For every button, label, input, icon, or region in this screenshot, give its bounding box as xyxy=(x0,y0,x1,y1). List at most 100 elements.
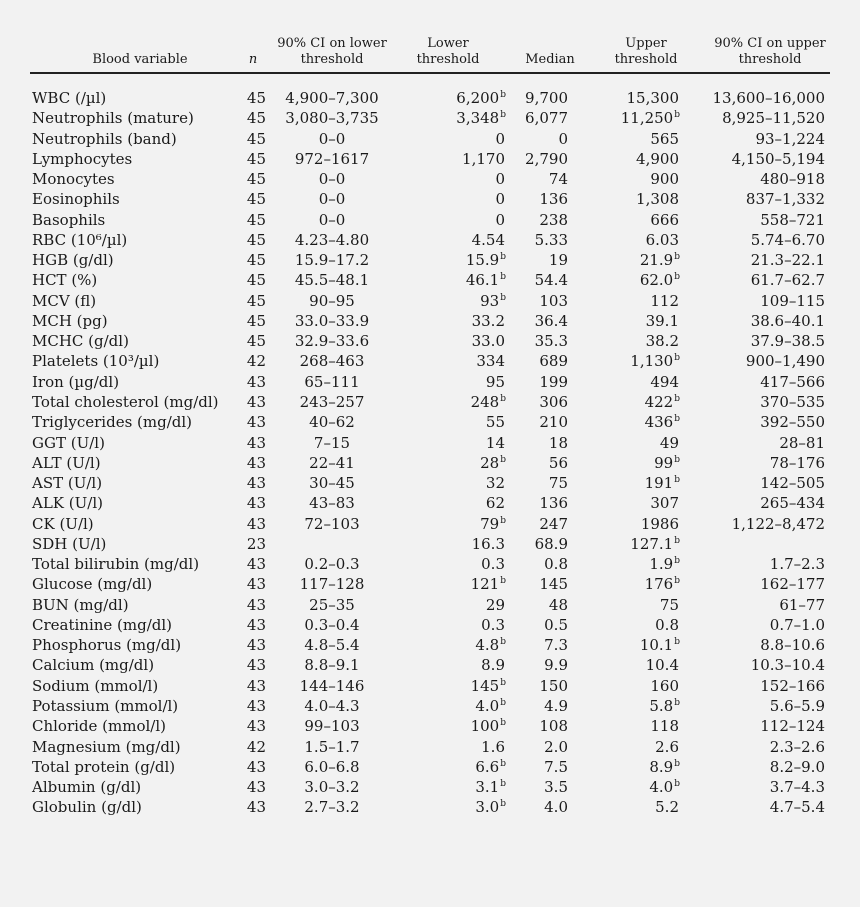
cell-upper-ci-value: 1.7–2.3 xyxy=(769,555,825,574)
cell-lower-threshold: 46.1b xyxy=(396,270,508,290)
cell-upper-threshold-value: 160 xyxy=(650,676,679,695)
cell-lower-ci: 43–83 xyxy=(270,493,394,513)
cell-upper-threshold: 176b xyxy=(580,574,680,594)
cell-lower-ci: 117–128 xyxy=(270,574,394,594)
table-row: Iron (µg/dl) 43 65–111 95 199 494 417–566 xyxy=(0,372,860,392)
cell-median-value: 2.0 xyxy=(544,737,568,756)
cell-lower-threshold-value: 6.6 xyxy=(475,757,500,776)
cell-lower-ci-value: 43–83 xyxy=(309,494,355,513)
cell-lower-ci-value: 4.23–4.80 xyxy=(294,230,370,249)
cell-median-value: 75 xyxy=(548,474,568,493)
cell-lower-threshold: 79b xyxy=(396,514,508,534)
cell-n-value: 45 xyxy=(246,89,266,107)
cell-variable-value: WBC (/µl) xyxy=(32,89,107,107)
cell-lower-ci-value: 99–103 xyxy=(304,717,360,736)
cell-upper-threshold: 2.6 xyxy=(580,737,680,757)
cell-upper-ci-value: 162–177 xyxy=(760,575,825,594)
cell-variable: Monocytes xyxy=(32,169,115,189)
table-row: Total bilirubin (mg/dl) 43 0.2–0.3 0.3 0.8 1.… xyxy=(0,554,860,574)
cell-variable-value: Chloride (mmol/l) xyxy=(32,717,167,736)
footnote-marker: b xyxy=(674,353,680,364)
cell-variable-value: Total cholesterol (mg/dl) xyxy=(32,392,219,411)
cell-median-value: 6,077 xyxy=(525,109,568,128)
cell-lower-ci-value: 0.2–0.3 xyxy=(304,555,360,574)
cell-n-value: 45 xyxy=(246,251,266,270)
cell-lower-ci: 33.0–33.9 xyxy=(270,311,394,331)
cell-n: 43 xyxy=(240,554,266,574)
header-lower-ci: 90% CI on lower threshold xyxy=(277,36,387,67)
cell-n: 45 xyxy=(240,291,266,311)
cell-variable-value: HCT (%) xyxy=(32,271,98,290)
cell-lower-ci-value: 0–0 xyxy=(318,129,346,148)
table-header: Blood variable n 90% CI on lower thresho… xyxy=(0,0,860,76)
cell-n: 45 xyxy=(240,129,266,149)
footnote-marker: b xyxy=(674,272,680,283)
footnote-marker: b xyxy=(674,110,680,121)
cell-upper-threshold: 15,300 xyxy=(580,88,680,108)
cell-variable: MCH (pg) xyxy=(32,311,108,331)
cell-variable: Globulin (g/dl) xyxy=(32,797,142,817)
cell-variable-value: Platelets (10³/µl) xyxy=(32,352,160,371)
cell-lower-ci: 40–62 xyxy=(270,412,394,432)
cell-variable: HCT (%) xyxy=(32,270,97,290)
cell-median-value: 0 xyxy=(558,129,568,148)
table-row: Monocytes 45 0–0 0 74 900 480–918 xyxy=(0,169,860,189)
cell-lower-ci-value: 45.5–48.1 xyxy=(294,271,370,290)
cell-n-value: 43 xyxy=(246,494,266,513)
cell-upper-threshold: 75 xyxy=(580,595,680,615)
cell-upper-ci: 480–918 xyxy=(700,169,825,189)
cell-n-value: 45 xyxy=(246,190,266,209)
cell-median: 2.0 xyxy=(508,737,568,757)
cell-lower-threshold-value: 0.3 xyxy=(481,555,505,574)
cell-n-value: 43 xyxy=(246,798,266,817)
cell-upper-ci: 10.3–10.4 xyxy=(700,655,825,675)
footnote-marker: b xyxy=(500,576,506,587)
cell-lower-threshold: 1,170 xyxy=(396,149,508,169)
cell-upper-ci: 112–124 xyxy=(700,716,825,736)
cell-lower-threshold-value: 1,170 xyxy=(462,149,505,168)
header-rule xyxy=(30,72,830,74)
table-row: Platelets (10³/µl) 42 268–463 334 689 1,130b 9… xyxy=(0,351,860,371)
cell-lower-ci-value: 3,080–3,735 xyxy=(285,109,379,128)
cell-n: 43 xyxy=(240,595,266,615)
cell-upper-threshold-value: 436 xyxy=(644,413,674,432)
cell-upper-ci: 1.7–2.3 xyxy=(700,554,825,574)
cell-upper-threshold: 39.1 xyxy=(580,311,680,331)
cell-variable: GGT (U/l) xyxy=(32,433,105,453)
cell-median: 150 xyxy=(508,676,568,696)
cell-lower-threshold: 33.2 xyxy=(396,311,508,331)
cell-median: 3.5 xyxy=(508,777,568,797)
cell-median: 9,700 xyxy=(508,88,568,108)
cell-lower-threshold-value: 3.0 xyxy=(475,798,500,817)
cell-lower-ci: 4.23–4.80 xyxy=(270,230,394,250)
cell-lower-threshold: 6.6b xyxy=(396,757,508,777)
cell-upper-ci-value: 558–721 xyxy=(760,210,825,229)
cell-n-value: 43 xyxy=(246,555,266,574)
table-row: RBC (10⁶/µl) 45 4.23–4.80 4.54 5.33 6.03 5.74–… xyxy=(0,230,860,250)
cell-lower-threshold-value: 100 xyxy=(470,717,500,736)
cell-upper-ci-value: 112–124 xyxy=(760,717,825,736)
table-row: Total protein (g/dl) 43 6.0–6.8 6.6b 7.5 8.9b… xyxy=(0,757,860,777)
cell-upper-ci-value: 392–550 xyxy=(760,413,825,432)
table-row: Neutrophils (band) 45 0–0 0 0 565 93–1,224 xyxy=(0,129,860,149)
table-row: Potassium (mmol/l) 43 4.0–4.3 4.0b 4.9 5.8b 5.… xyxy=(0,696,860,716)
cell-median: 136 xyxy=(508,493,568,513)
cell-lower-ci-value: 72–103 xyxy=(304,514,360,533)
cell-upper-threshold-value: 307 xyxy=(650,494,679,513)
cell-upper-threshold: 900 xyxy=(580,169,680,189)
cell-median: 4.0 xyxy=(508,797,568,817)
cell-lower-threshold-value: 46.1 xyxy=(465,271,500,290)
cell-n: 42 xyxy=(240,737,266,757)
table-row: ALT (U/l) 43 22–41 28b 56 99b 78–176 xyxy=(0,453,860,473)
cell-variable-value: HGB (g/dl) xyxy=(32,251,114,270)
cell-lower-threshold: 55 xyxy=(396,412,508,432)
cell-lower-ci: 0–0 xyxy=(270,169,394,189)
cell-lower-threshold-value: 33.0 xyxy=(471,332,505,351)
cell-variable-value: Sodium (mmol/l) xyxy=(32,676,159,695)
table-row: Sodium (mmol/l) 43 144–146 145b 150 160 152–16… xyxy=(0,676,860,696)
footnote-marker: b xyxy=(674,637,680,648)
cell-lower-ci: 0–0 xyxy=(270,129,394,149)
cell-lower-ci: 3.0–3.2 xyxy=(270,777,394,797)
cell-lower-ci: 3,080–3,735 xyxy=(270,108,394,128)
cell-upper-ci: 78–176 xyxy=(700,453,825,473)
